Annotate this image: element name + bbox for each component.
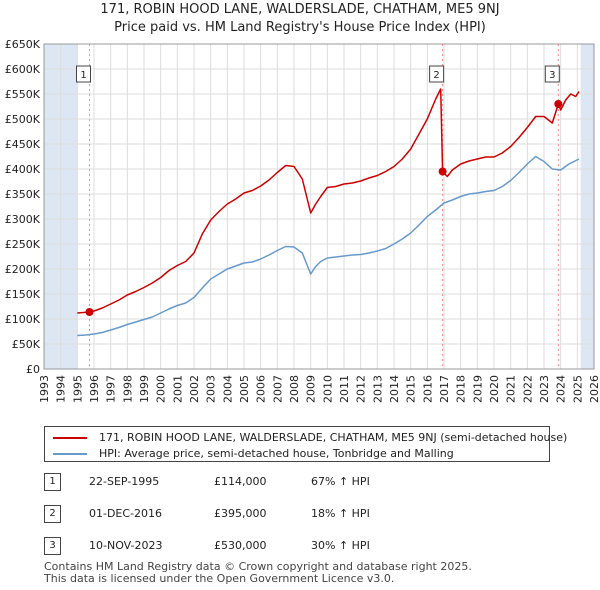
sale-label-box [544, 65, 560, 83]
x-tick-label: 2003 [205, 375, 218, 403]
chart-title-subtitle: Price paid vs. HM Land Registry's House … [114, 20, 486, 35]
x-tick-label: 1996 [88, 375, 101, 403]
y-tick-label: £200K [5, 263, 41, 276]
x-tick-label: 2012 [355, 375, 368, 403]
footer-copyright: Contains HM Land Registry data © Crown c… [44, 560, 472, 573]
x-tick-label: 2000 [155, 375, 168, 403]
y-tick-label: £450K [5, 138, 41, 151]
sale-date: 10-NOV-2023 [89, 539, 163, 552]
footer-attribution: Contains HM Land Registry data © Crown c… [44, 561, 472, 585]
y-tick-label: £100K [5, 313, 41, 326]
sale-number-badge: 2 [44, 505, 61, 523]
x-tick-label: 2009 [305, 375, 318, 403]
x-tick-label: 1995 [71, 375, 84, 403]
x-tick-label: 2002 [188, 375, 201, 403]
y-tick-label: £550K [5, 88, 41, 101]
x-tick-label: 2011 [338, 375, 351, 403]
sale-label-box [429, 65, 445, 83]
legend-item-hpi: HPI: Average price, semi-detached house,… [53, 447, 454, 460]
shaded-range-1 [580, 44, 594, 369]
x-tick-label: 2017 [438, 375, 451, 403]
hpi-line [77, 155, 580, 337]
sale-label-number: 1 [80, 70, 86, 81]
legend-label-hpi: HPI: Average price, semi-detached house,… [99, 447, 454, 460]
sale-hpi-change: 18% ↑ HPI [311, 507, 370, 520]
x-tick-label: 1993 [38, 375, 51, 403]
price-chart: £0 £50K £100K £150K £200K £250K £300K £350K £400… [5, 38, 600, 403]
x-tick-label: 1999 [138, 375, 151, 403]
footer-licence: This data is licensed under the Open Gov… [44, 572, 395, 585]
legend-swatch-blue [53, 452, 87, 455]
y-tick-label: £400K [5, 163, 41, 176]
chart-legend: 171, ROBIN HOOD LANE, WALDERSLADE, CHATH… [44, 426, 567, 462]
sale-number-badge: 3 [44, 537, 61, 555]
x-tick-label: 2019 [471, 375, 484, 403]
x-tick-label: 1998 [121, 375, 134, 403]
y-tick-label: £250K [5, 238, 41, 251]
x-tick-label: 2005 [238, 375, 251, 403]
legend-item-price-paid: 171, ROBIN HOOD LANE, WALDERSLADE, CHATH… [53, 431, 567, 444]
x-tick-label: 2026 [588, 375, 600, 403]
sale-point [85, 308, 94, 316]
sale-point [438, 167, 447, 176]
sale-label-box [76, 65, 91, 83]
x-tick-label: 1994 [55, 375, 68, 403]
x-tick-label: 2025 [571, 375, 584, 403]
y-tick-label: £500K [5, 113, 41, 126]
table-row: 1 22-SEP-1995 £114,000 67% ↑ HPI [44, 473, 444, 493]
y-tick-label: £50K [12, 338, 41, 351]
y-tick-label: £300K [5, 213, 41, 226]
y-tick-label: £650K [5, 38, 41, 51]
y-tick-label: £350K [5, 188, 41, 201]
y-tick-label: £150K [5, 288, 41, 301]
sale-hpi-change: 67% ↑ HPI [311, 475, 370, 488]
x-tick-label: 2007 [271, 375, 284, 403]
price-paid-line [77, 88, 580, 314]
x-tick-label: 2023 [538, 375, 551, 403]
sale-date: 22-SEP-1995 [89, 475, 160, 488]
x-tick-label: 2013 [371, 375, 384, 403]
x-tick-label: 2020 [488, 375, 501, 403]
x-tick-label: 2010 [321, 375, 334, 403]
table-row: 2 01-DEC-2016 £395,000 18% ↑ HPI [44, 505, 444, 525]
sale-label-number: 2 [433, 70, 439, 81]
x-tick-label: 2015 [405, 375, 418, 403]
legend-swatch-red [53, 436, 87, 439]
sale-label-number: 3 [549, 70, 555, 81]
x-tick-label: 2006 [255, 375, 268, 403]
x-tick-label: 2014 [388, 375, 401, 403]
x-tick-label: 2021 [505, 375, 518, 403]
y-tick-label: £600K [5, 63, 41, 76]
sale-date: 01-DEC-2016 [89, 507, 163, 520]
table-row: 3 10-NOV-2023 £530,000 30% ↑ HPI [44, 537, 444, 557]
x-tick-label: 2022 [521, 375, 534, 403]
plot-frame [43, 43, 595, 370]
sale-price: £114,000 [214, 475, 267, 488]
x-tick-label: 2001 [171, 375, 184, 403]
sale-hpi-change: 30% ↑ HPI [311, 539, 370, 552]
x-tick-label: 2004 [221, 375, 234, 403]
legend-label-price-paid: 171, ROBIN HOOD LANE, WALDERSLADE, CHATH… [99, 431, 568, 444]
x-tick-label: 2024 [555, 375, 568, 403]
sale-point [554, 100, 563, 108]
sale-price: £395,000 [214, 507, 267, 520]
chart-title-address: 171, ROBIN HOOD LANE, WALDERSLADE, CHATH… [100, 2, 500, 17]
x-tick-label: 2016 [421, 375, 434, 403]
x-tick-label: 2018 [455, 375, 468, 403]
sale-price: £530,000 [214, 539, 267, 552]
x-tick-label: 2008 [288, 375, 301, 403]
y-tick-label: £0 [26, 363, 40, 376]
sale-number-badge: 1 [44, 473, 61, 491]
x-tick-label: 1997 [105, 375, 118, 403]
